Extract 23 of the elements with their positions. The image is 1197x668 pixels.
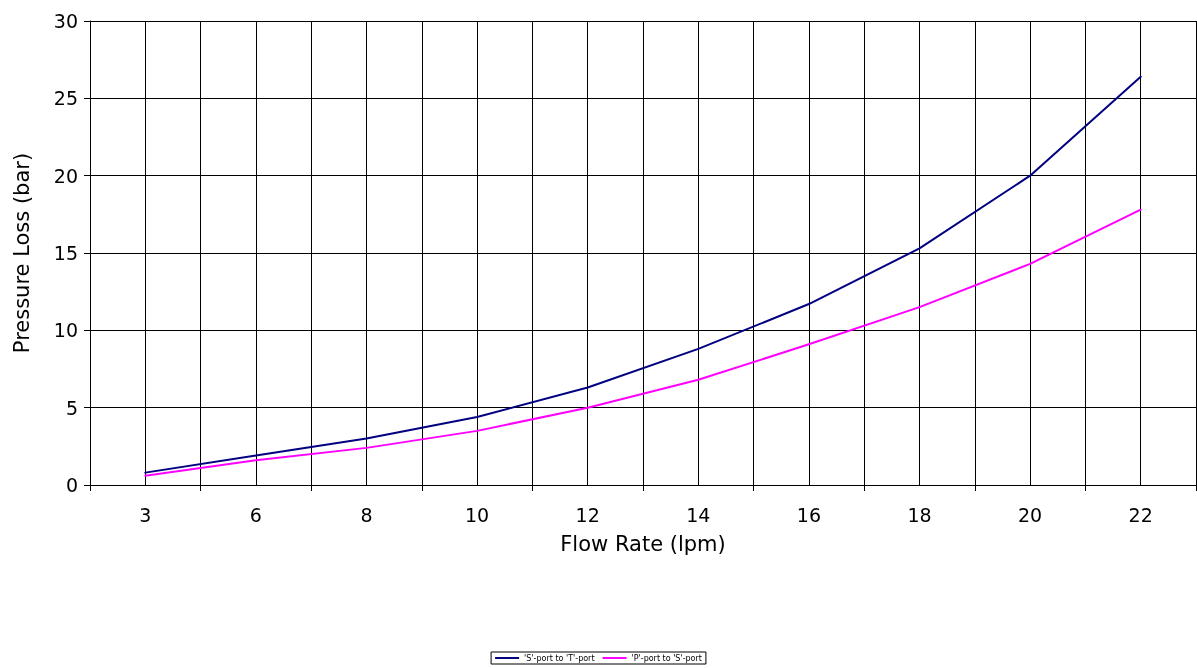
x-tick-label: 6	[249, 503, 262, 526]
line-series	[144, 75, 1142, 474]
legend-label: 'P'-port to 'S'-port	[631, 653, 702, 663]
x-axis-title: Flow Rate (lpm)	[560, 531, 726, 556]
x-tick-label: 8	[360, 503, 373, 526]
y-tick-label: 20	[53, 164, 78, 187]
legend-label: 'S'-port to 'T'-port	[524, 653, 595, 663]
y-tick-label: 15	[53, 242, 78, 264]
y-tick-label: 30	[53, 10, 78, 32]
x-tick-label: 12	[575, 503, 600, 526]
line-series	[144, 208, 1142, 477]
x-tick-label: 20	[1018, 503, 1043, 526]
x-tick-label: 14	[686, 503, 711, 526]
x-tick-label: 16	[796, 503, 821, 526]
y-tick-label: 10	[53, 319, 78, 342]
y-tick-label: 0	[65, 474, 78, 496]
x-tick-label: 10	[465, 503, 490, 526]
x-tick-label: 18	[907, 503, 932, 526]
y-axis-title: Pressure Loss (bar)	[9, 152, 34, 354]
x-tick-label: 22	[1128, 503, 1153, 526]
y-tick-label: 25	[53, 87, 78, 110]
y-tick-label: 5	[65, 396, 78, 419]
x-tick-label: 3	[139, 503, 152, 526]
